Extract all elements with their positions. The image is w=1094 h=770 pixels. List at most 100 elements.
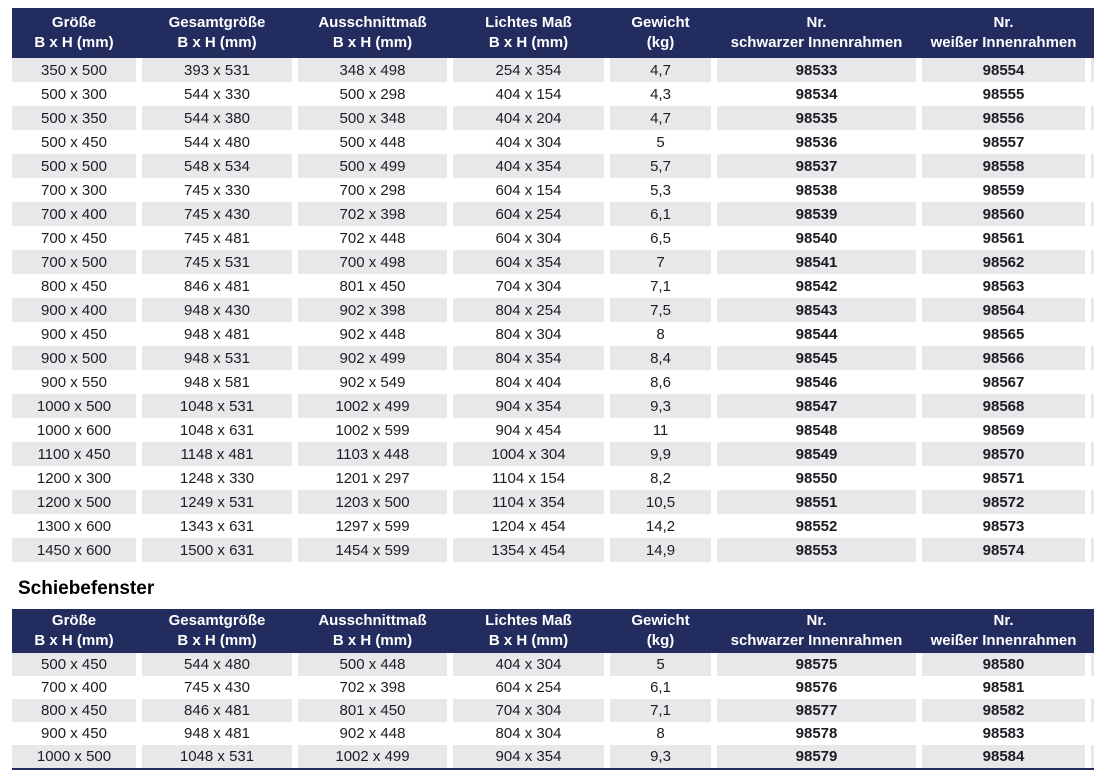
table-row: 900 x 450 948 x 481 902 x 448 804 x 304 8 985… [12,722,1094,745]
cell-lichtes-mass: 804 x 404 [447,370,604,394]
cell-nr-weisser-innenrahmen: 98574 [916,538,1085,562]
cell-ausschnittmass: 500 x 448 [292,130,447,154]
cell-lichtes-mass: 904 x 354 [447,394,604,418]
table-row: 700 x 300 745 x 330 700 x 298 604 x 154 5,3 9… [12,178,1094,202]
cell-ausschnittmass: 801 x 450 [292,274,447,298]
cell-gesamtgroesse: 1048 x 531 [136,745,292,768]
cell-ausschnittmass: 902 x 499 [292,346,447,370]
cutoff-cell [1085,490,1094,514]
column-subtitle: B x H (mm) [488,34,569,51]
table-row: 500 x 350 544 x 380 500 x 348 404 x 204 4,7 9… [12,106,1094,130]
cell-gesamtgroesse: 1500 x 631 [136,538,292,562]
column-subtitle: B x H (mm) [332,632,413,649]
header-row: Größe B x H (mm) Gesamtgröße B x H (mm) Auss… [12,609,1094,653]
cell-gesamtgroesse: 745 x 531 [136,250,292,274]
cell-nr-schwarzer-innenrahmen: 98577 [711,699,916,722]
cell-nr-weisser-innenrahmen: 98562 [916,250,1085,274]
cell-lichtes-mass: 1104 x 154 [447,466,604,490]
cutoff-column-header [1085,609,1094,653]
cell-groesse: 800 x 450 [12,274,136,298]
cutoff-cell [1085,298,1094,322]
cell-groesse: 900 x 550 [12,370,136,394]
cell-gewicht: 10,5 [604,490,711,514]
cell-lichtes-mass: 904 x 454 [447,418,604,442]
column-header-ausschnittmass: Ausschnittmaß B x H (mm) [292,8,447,58]
cell-nr-schwarzer-innenrahmen: 98544 [711,322,916,346]
column-header-groesse: Größe B x H (mm) [12,609,136,653]
cell-nr-weisser-innenrahmen: 98560 [916,202,1085,226]
table-row: 500 x 300 544 x 330 500 x 298 404 x 154 4,3 9… [12,82,1094,106]
cell-nr-weisser-innenrahmen: 98569 [916,418,1085,442]
column-header-gewicht: Gewicht (kg) [604,8,711,58]
table-row: 1200 x 500 1249 x 531 1203 x 500 1104 x 354… [12,490,1094,514]
table-row: 800 x 450 846 x 481 801 x 450 704 x 304 7,1 9… [12,699,1094,722]
cell-groesse: 900 x 450 [12,322,136,346]
cell-lichtes-mass: 604 x 304 [447,226,604,250]
cell-nr-schwarzer-innenrahmen: 98548 [711,418,916,442]
cell-gesamtgroesse: 1343 x 631 [136,514,292,538]
column-title: Nr. [993,612,1014,629]
cell-nr-schwarzer-innenrahmen: 98542 [711,274,916,298]
cell-ausschnittmass: 700 x 298 [292,178,447,202]
cell-lichtes-mass: 1104 x 354 [447,490,604,514]
cell-groesse: 1100 x 450 [12,442,136,466]
schiebefenster-sizes-table: Größe B x H (mm) Gesamtgröße B x H (mm) Auss… [12,609,1094,768]
cutoff-cell [1085,370,1094,394]
cell-ausschnittmass: 1002 x 599 [292,418,447,442]
column-title: Ausschnittmaß [318,14,427,31]
cell-groesse: 1000 x 500 [12,745,136,768]
cell-gewicht: 7 [604,250,711,274]
cutoff-header-bar [12,768,1094,770]
cutoff-cell [1085,82,1094,106]
cell-gesamtgroesse: 1048 x 631 [136,418,292,442]
cell-gesamtgroesse: 948 x 481 [136,322,292,346]
cutoff-column-header [1085,8,1094,58]
cell-gewicht: 5 [604,130,711,154]
cell-gewicht: 5,7 [604,154,711,178]
cell-lichtes-mass: 1354 x 454 [447,538,604,562]
cell-nr-weisser-innenrahmen: 98583 [916,722,1085,745]
cutoff-cell [1085,322,1094,346]
cell-gewicht: 7,1 [604,274,711,298]
cell-groesse: 1300 x 600 [12,514,136,538]
cell-nr-schwarzer-innenrahmen: 98535 [711,106,916,130]
table-row: 1000 x 500 1048 x 531 1002 x 499 904 x 354 9… [12,394,1094,418]
cell-nr-weisser-innenrahmen: 98580 [916,653,1085,676]
cell-ausschnittmass: 902 x 448 [292,322,447,346]
cell-ausschnittmass: 702 x 398 [292,676,447,699]
cell-nr-schwarzer-innenrahmen: 98543 [711,298,916,322]
cell-gesamtgroesse: 948 x 430 [136,298,292,322]
cell-nr-schwarzer-innenrahmen: 98533 [711,58,916,82]
cutoff-cell [1085,226,1094,250]
cell-gewicht: 8 [604,322,711,346]
cell-nr-schwarzer-innenrahmen: 98547 [711,394,916,418]
cutoff-cell [1085,130,1094,154]
cell-ausschnittmass: 1297 x 599 [292,514,447,538]
cutoff-cell [1085,202,1094,226]
cell-gesamtgroesse: 846 x 481 [136,274,292,298]
cell-groesse: 700 x 400 [12,202,136,226]
cell-groesse: 500 x 500 [12,154,136,178]
column-header-gesamtgroesse: Gesamtgröße B x H (mm) [136,8,292,58]
cell-nr-schwarzer-innenrahmen: 98536 [711,130,916,154]
cell-gewicht: 9,3 [604,745,711,768]
table-row: 1000 x 500 1048 x 531 1002 x 499 904 x 354 9… [12,745,1094,768]
cell-groesse: 350 x 500 [12,58,136,82]
cutoff-cell [1085,250,1094,274]
cell-nr-schwarzer-innenrahmen: 98537 [711,154,916,178]
column-title: Gewicht [631,14,690,31]
cell-groesse: 1200 x 300 [12,466,136,490]
column-subtitle: B x H (mm) [34,632,114,649]
column-subtitle: B x H (mm) [177,34,257,51]
cell-gewicht: 7,1 [604,699,711,722]
cell-gewicht: 7,5 [604,298,711,322]
cell-nr-weisser-innenrahmen: 98556 [916,106,1085,130]
cutoff-cell [1085,154,1094,178]
cell-nr-weisser-innenrahmen: 98573 [916,514,1085,538]
column-title: Größe [51,14,97,31]
cell-gesamtgroesse: 548 x 534 [136,154,292,178]
cell-nr-schwarzer-innenrahmen: 98551 [711,490,916,514]
cutoff-cell [1085,653,1094,676]
cell-gesamtgroesse: 948 x 581 [136,370,292,394]
column-title: Gewicht [631,612,690,629]
